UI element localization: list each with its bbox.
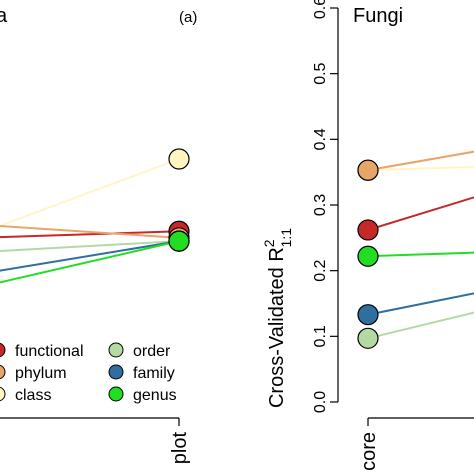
legend-label-order: order (133, 343, 171, 360)
legend-label-phylum: phylum (15, 365, 67, 382)
right-x-ticks: core (358, 418, 380, 471)
point-genus-core (357, 245, 379, 267)
x-tick-label-core: core (358, 432, 380, 471)
right-panel: 0.0 0.1 0.2 0.3 0.4 0.5 0.6 core Fungi Cross-V… (261, 0, 474, 471)
right-panel-title: Fungi (353, 5, 403, 27)
y-tick-label-0.1: 0.1 (312, 325, 329, 347)
left-series-points (168, 148, 190, 252)
legend-marker-order (108, 342, 124, 358)
series-line-class (0, 158, 180, 227)
left-x-ticks: plot (169, 418, 191, 464)
point-functional-core (357, 219, 379, 241)
series-line-functional (367, 196, 474, 231)
series-line-family (0, 240, 180, 272)
legend-label-functional: functional (15, 343, 84, 360)
legend-label-class: class (15, 387, 51, 404)
left-panel-title-fragment: a (0, 5, 8, 27)
y-label-superscript: 2 (261, 239, 277, 247)
legend-marker-family (108, 364, 124, 380)
right-y-ticks: 0.0 0.1 0.2 0.3 0.4 0.5 0.6 (312, 0, 338, 413)
left-panel: plot functional order phylum family class gen… (0, 5, 197, 464)
left-series-lines (0, 158, 180, 284)
series-line-order (367, 311, 474, 340)
series-line-phylum (0, 225, 180, 239)
y-tick-label-0.5: 0.5 (312, 62, 329, 84)
y-tick-label-0.3: 0.3 (312, 194, 329, 216)
point-phylum-core (357, 159, 379, 181)
series-line-order (0, 240, 180, 252)
legend-marker-phylum (0, 364, 6, 380)
point-family-core (357, 304, 379, 326)
y-tick-label-0.6: 0.6 (312, 0, 329, 19)
legend-marker-functional (0, 342, 6, 358)
point-genus-plot (168, 230, 190, 252)
y-tick-label-0.4: 0.4 (312, 128, 329, 150)
right-y-axis-label: Cross-Validated R21:1 (261, 228, 294, 408)
series-line-functional (0, 230, 180, 239)
y-label-text: Cross-Validated R (266, 247, 288, 408)
y-label-subscript: 1:1 (278, 228, 294, 248)
legend-label-family: family (133, 365, 175, 382)
y-tick-label-0.0: 0.0 (312, 391, 329, 413)
y-tick-label-0.2: 0.2 (312, 259, 329, 281)
panel-tag: (a) (179, 9, 197, 26)
series-line-class (367, 165, 474, 172)
legend: functional order phylum family class genus (0, 342, 177, 404)
legend-label-genus: genus (133, 387, 177, 404)
legend-marker-class (0, 386, 6, 402)
point-class-plot (168, 148, 190, 170)
legend-marker-genus (108, 386, 124, 402)
series-line-phylum (367, 150, 474, 172)
point-order-core (357, 327, 379, 349)
series-line-genus (0, 240, 180, 284)
right-series-lines (367, 150, 474, 340)
series-line-genus (367, 251, 474, 258)
right-series-points (357, 159, 379, 349)
series-line-family (367, 292, 474, 316)
x-tick-label-plot: plot (169, 432, 191, 465)
